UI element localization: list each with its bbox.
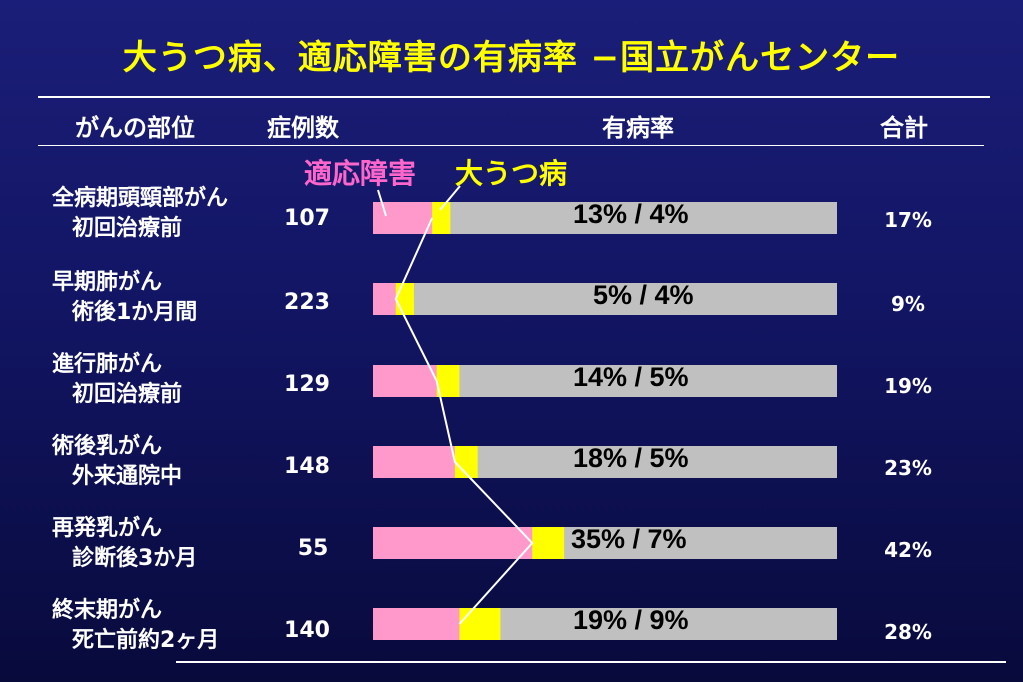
bar-adjustment-disorder	[373, 365, 437, 397]
row-site: 終末期がん死亡前約2ヶ月	[52, 596, 219, 656]
bar-value-label: 14% / 5%	[573, 362, 689, 392]
row-case-count: 107	[284, 206, 330, 231]
bar-adjustment-disorder	[373, 527, 533, 559]
bar-value-label: 5% / 4%	[593, 280, 694, 310]
row-site-line1: 全病期頭頸部がん	[52, 186, 229, 211]
row-total: 19%	[884, 374, 932, 398]
bar-adjustment-disorder	[373, 283, 396, 315]
legend-adjustment-label: 適応障害	[304, 157, 417, 190]
row-total: 23%	[884, 456, 932, 480]
row-case-count: 129	[284, 372, 330, 397]
row-total: 28%	[884, 620, 932, 644]
row-site-line1: 術後乳がん	[52, 434, 163, 459]
legend-depression-pointer	[439, 185, 461, 211]
row-site: 全病期頭頸部がん初回治療前	[52, 184, 228, 244]
row-site-line2: 診断後3か月	[72, 546, 198, 571]
row-site: 術後乳がん外来通院中	[52, 432, 182, 492]
header-prevalence: 有病率	[602, 114, 674, 142]
legend-depression-label: 大うつ病	[455, 157, 568, 190]
bar-major-depression	[459, 608, 501, 640]
row-site: 再発乳がん診断後3か月	[52, 514, 197, 574]
bar-value-label: 13% / 4%	[573, 199, 689, 229]
bottom-rule	[176, 661, 1006, 663]
chart-title: 大うつ病、適応障害の有病率 −国立がんセンター	[122, 38, 901, 78]
row-case-count: 148	[284, 454, 330, 479]
connector-line	[394, 217, 534, 625]
row-total: 42%	[884, 538, 932, 562]
row-site-line2: 初回治療前	[72, 216, 183, 241]
row-site-line1: 再発乳がん	[52, 516, 163, 541]
bar-adjustment-disorder	[373, 446, 455, 478]
bar-major-depression	[454, 446, 478, 478]
row-case-count: 140	[284, 618, 330, 643]
row-total: 17%	[884, 208, 932, 232]
bar-major-depression	[532, 527, 565, 559]
legend-adjustment-pointer	[377, 189, 387, 217]
bar-major-depression	[395, 283, 414, 315]
row-site-line1: 進行肺がん	[52, 352, 163, 377]
row-site-line2: 外来通院中	[72, 464, 183, 489]
row-site-line2: 死亡前約2ヶ月	[72, 628, 220, 653]
bar-adjustment-disorder	[373, 608, 460, 640]
bar-value-label: 35% / 7%	[571, 524, 687, 554]
header-rule	[38, 145, 984, 146]
bar-adjustment-disorder	[373, 202, 433, 234]
row-site: 早期肺がん術後1か月間	[52, 268, 197, 328]
bar-value-label: 18% / 5%	[573, 443, 689, 473]
row-total: 9%	[891, 292, 925, 316]
bar-major-depression	[432, 202, 451, 234]
header-total: 合計	[880, 114, 928, 142]
row-site-line2: 術後1か月間	[72, 300, 198, 325]
row-site-line1: 早期肺がん	[52, 270, 163, 295]
row-case-count: 55	[297, 536, 329, 561]
row-site-line1: 終末期がん	[52, 598, 163, 623]
row-site-line2: 初回治療前	[72, 382, 183, 407]
header-site: がんの部位	[75, 114, 195, 142]
header-cases: 症例数	[267, 114, 339, 142]
bar-track	[373, 283, 837, 315]
row-site: 進行肺がん初回治療前	[52, 350, 182, 410]
bar-value-label: 19% / 9%	[573, 605, 689, 635]
row-case-count: 223	[284, 290, 330, 315]
bar-major-depression	[436, 365, 460, 397]
top-rule	[38, 96, 990, 98]
